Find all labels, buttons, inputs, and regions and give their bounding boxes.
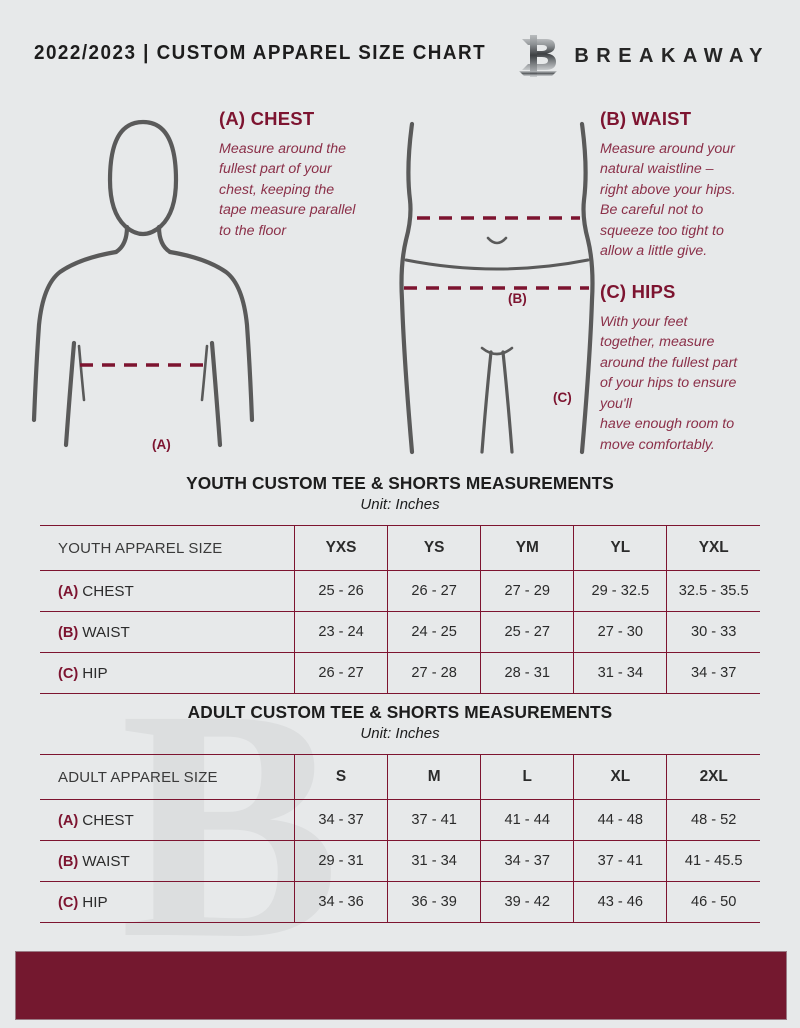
measurement-cell: 41 - 44 xyxy=(480,799,575,841)
measurement-row-name: WAIST xyxy=(82,852,130,870)
measurement-cell: 26 - 27 xyxy=(294,652,389,694)
measurement-block-chest: (A) CHEST Measure around the fullest par… xyxy=(219,108,397,241)
size-column-header: YM xyxy=(480,525,575,571)
body-diagrams: (A) (B) (C) xyxy=(0,96,800,466)
callout-label-b: (B) xyxy=(508,291,527,306)
table-row: (A) CHEST 34 - 37 37 - 41 41 - 44 44 - 48 48 -… xyxy=(40,799,760,841)
measurement-cell: 37 - 41 xyxy=(573,840,668,882)
measurement-cell: 48 - 52 xyxy=(666,799,760,841)
measurement-row-name: CHEST xyxy=(82,811,134,829)
adult-table-unit: Unit: Inches xyxy=(360,725,440,742)
measurement-row-tag: (C) xyxy=(58,665,79,682)
adult-size-section: ADULT CUSTOM TEE & SHORTS MEASUREMENTS U… xyxy=(40,702,760,923)
size-column-header: YXL xyxy=(666,525,760,571)
measurement-row-label: (C) HIP xyxy=(40,881,295,923)
table-header-row: ADULT APPAREL SIZE S M L XL 2XL xyxy=(40,754,760,800)
measurement-cell: 32.5 - 35.5 xyxy=(666,570,760,612)
measurement-cell: 31 - 34 xyxy=(387,840,482,882)
size-column-header: L xyxy=(480,754,575,800)
brand-name: BREAKAWAY xyxy=(574,44,770,67)
measurement-cell: 43 - 46 xyxy=(573,881,668,923)
measurement-cell: 41 - 45.5 xyxy=(666,840,760,882)
measurement-row-tag: (C) xyxy=(58,894,79,911)
measurement-cell: 34 - 37 xyxy=(294,799,389,841)
measurement-cell: 26 - 27 xyxy=(387,570,482,612)
measurement-row-label: (A) CHEST xyxy=(40,570,295,612)
youth-size-table: YOUTH APPAREL SIZE YXS YS YM YL YXL (A) CHEST 25… xyxy=(40,525,760,694)
measurement-row-name: HIP xyxy=(82,893,108,911)
measurement-block-hips: (C) HIPS With your feet together, measur… xyxy=(600,281,790,455)
size-column-header: 2XL xyxy=(666,754,760,800)
measurement-row-tag: (B) xyxy=(58,853,79,870)
adult-size-table: ADULT APPAREL SIZE S M L XL 2XL (A) CHEST 34 - 3… xyxy=(40,754,760,923)
apparel-size-label: ADULT APPAREL SIZE xyxy=(40,754,295,800)
measurement-cell: 37 - 41 xyxy=(387,799,482,841)
table-row: (B) WAIST 23 - 24 24 - 25 25 - 27 27 - 30 30 -… xyxy=(40,611,760,653)
measurement-row-name: CHEST xyxy=(82,582,134,600)
measurement-row-name: HIP xyxy=(82,664,108,682)
measurement-cell: 27 - 30 xyxy=(573,611,668,653)
measurement-cell: 25 - 26 xyxy=(294,570,389,612)
brand-logo: BREAKAWAY xyxy=(516,33,770,79)
measurement-cell: 31 - 34 xyxy=(573,652,668,694)
measurement-description-hips: With your feet together, measure around … xyxy=(600,314,738,453)
measurement-cell: 36 - 39 xyxy=(387,881,482,923)
measurement-row-tag: (B) xyxy=(58,624,79,641)
measurement-cell: 34 - 37 xyxy=(666,652,760,694)
measurement-title-waist: (B) WAIST xyxy=(600,108,692,129)
adult-table-title: ADULT CUSTOM TEE & SHORTS MEASUREMENTS xyxy=(187,702,613,722)
size-column-header: S xyxy=(294,754,389,800)
measurement-cell: 29 - 31 xyxy=(294,840,389,882)
measurement-cell: 27 - 28 xyxy=(387,652,482,694)
measurement-description-chest: Measure around the fullest part of your … xyxy=(219,141,356,239)
measurement-row-tag: (A) xyxy=(58,812,79,829)
measurement-cell: 34 - 36 xyxy=(294,881,389,923)
breakaway-b-monogram-icon xyxy=(519,35,558,77)
callout-label-a: (A) xyxy=(152,437,171,452)
size-column-header: XL xyxy=(573,754,668,800)
measurement-row-label: (C) HIP xyxy=(40,652,295,694)
lower-body-figure xyxy=(399,121,595,455)
measurement-cell: 25 - 27 xyxy=(480,611,575,653)
table-row: (C) HIP 34 - 36 36 - 39 39 - 42 43 - 46 46 - 5… xyxy=(40,881,760,923)
measurement-cell: 28 - 31 xyxy=(480,652,575,694)
footer-banner xyxy=(15,951,787,1020)
youth-table-title: YOUTH CUSTOM TEE & SHORTS MEASUREMENTS xyxy=(186,473,614,493)
size-column-header: YS xyxy=(387,525,482,571)
measurement-row-label: (B) WAIST xyxy=(40,840,295,882)
measurement-block-waist: (B) WAIST Measure around your natural wa… xyxy=(600,108,786,262)
page-title: 2022/2023 | CUSTOM APPAREL SIZE CHART xyxy=(34,41,487,64)
measurement-description-waist: Measure around your natural waistline – … xyxy=(600,141,736,260)
table-row: (C) HIP 26 - 27 27 - 28 28 - 31 31 - 34 34 - 3… xyxy=(40,652,760,694)
measurement-cell: 44 - 48 xyxy=(573,799,668,841)
measurement-title-hips: (C) HIPS xyxy=(600,281,676,302)
apparel-size-label: YOUTH APPAREL SIZE xyxy=(40,525,295,571)
table-row: (A) CHEST 25 - 26 26 - 27 27 - 29 29 - 32.5 32… xyxy=(40,570,760,612)
page-header: 2022/2023 | CUSTOM APPAREL SIZE CHART BR… xyxy=(0,0,800,98)
size-column-header: M xyxy=(387,754,482,800)
measurement-row-tag: (A) xyxy=(58,583,79,600)
table-row: (B) WAIST 29 - 31 31 - 34 34 - 37 37 - 41 41 -… xyxy=(40,840,760,882)
measurement-cell: 24 - 25 xyxy=(387,611,482,653)
measurement-row-name: WAIST xyxy=(82,623,130,641)
measurement-cell: 29 - 32.5 xyxy=(573,570,668,612)
size-column-header: YL xyxy=(573,525,668,571)
size-column-header: YXS xyxy=(294,525,389,571)
callout-label-c: (C) xyxy=(553,390,572,405)
measurement-cell: 23 - 24 xyxy=(294,611,389,653)
table-header-row: YOUTH APPAREL SIZE YXS YS YM YL YXL xyxy=(40,525,760,571)
youth-size-section: YOUTH CUSTOM TEE & SHORTS MEASUREMENTS U… xyxy=(40,473,760,694)
measurement-cell: 46 - 50 xyxy=(666,881,760,923)
measurement-row-label: (A) CHEST xyxy=(40,799,295,841)
upper-body-figure xyxy=(31,119,255,448)
measurement-row-label: (B) WAIST xyxy=(40,611,295,653)
measurement-title-chest: (A) CHEST xyxy=(219,108,315,129)
youth-table-unit: Unit: Inches xyxy=(360,496,440,513)
measurement-cell: 39 - 42 xyxy=(480,881,575,923)
measurement-cell: 30 - 33 xyxy=(666,611,760,653)
measurement-cell: 34 - 37 xyxy=(480,840,575,882)
measurement-cell: 27 - 29 xyxy=(480,570,575,612)
